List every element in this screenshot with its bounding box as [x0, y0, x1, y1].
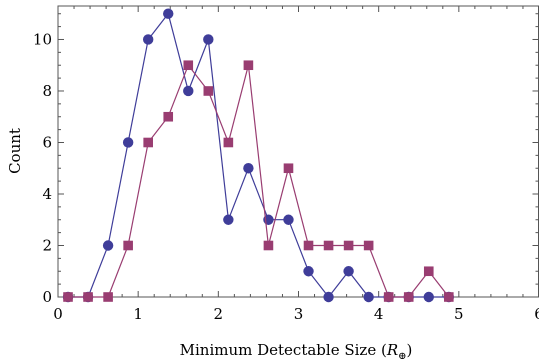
square-marker — [63, 292, 73, 302]
square-marker — [263, 240, 274, 251]
circle-marker — [183, 85, 194, 97]
circle-marker — [203, 34, 214, 45]
square-marker — [303, 240, 314, 251]
square-marker — [83, 292, 93, 302]
y-tick-label: 4 — [42, 185, 52, 203]
x-axis-title-symbol: R — [386, 341, 398, 359]
tick-labels: 0 1 2 3 4 5 6 0 2 4 6 8 10 — [33, 30, 539, 323]
square-marker — [163, 111, 174, 122]
plot-frame — [57, 5, 539, 298]
x-axis-title-suffix: ) — [407, 341, 413, 359]
circle-marker — [102, 240, 114, 251]
x-tick-label: 3 — [294, 305, 304, 323]
square-marker — [143, 137, 153, 148]
x-tick-label: 4 — [374, 305, 384, 323]
x-axis-title-subscript: ⊕ — [398, 351, 406, 360]
circle-marker — [343, 266, 354, 277]
square-marker — [283, 163, 294, 174]
square-marker — [123, 240, 133, 251]
square-marker — [444, 292, 454, 302]
circle-marker — [283, 214, 294, 225]
circle-marker — [243, 163, 254, 174]
square-marker — [363, 240, 374, 251]
series-1 — [63, 60, 454, 302]
x-tick-label: 1 — [133, 305, 143, 323]
x-tick-label: 6 — [534, 305, 539, 323]
x-axis-title: Minimum Detectable Size (R⊕) — [180, 341, 413, 360]
x-tick-label: 0 — [53, 305, 63, 323]
square-marker — [423, 266, 434, 277]
y-axis-title: Count — [6, 128, 24, 174]
square-marker — [183, 60, 194, 71]
x-tick-label: 5 — [454, 305, 464, 323]
circle-marker — [163, 8, 174, 19]
circle-marker — [142, 34, 154, 45]
y-tick-label: 10 — [33, 30, 52, 48]
series-0 — [62, 8, 455, 303]
square-marker — [223, 137, 234, 148]
circle-marker — [223, 214, 234, 225]
square-marker — [323, 240, 334, 251]
series-line — [68, 63, 450, 298]
circle-marker — [423, 291, 434, 303]
x-axis-title-text: Minimum Detectable Size ( — [180, 341, 387, 359]
x-tick-label: 2 — [214, 305, 224, 323]
square-marker — [383, 292, 394, 302]
axes — [57, 5, 539, 298]
square-marker — [403, 292, 414, 302]
circle-marker — [303, 266, 314, 277]
square-marker — [243, 60, 254, 71]
y-tick-label: 2 — [42, 236, 52, 254]
y-tick-label: 8 — [42, 82, 52, 100]
y-tick-label: 6 — [42, 133, 52, 151]
circle-marker — [122, 137, 134, 148]
square-marker — [103, 292, 113, 302]
circle-marker — [363, 291, 374, 303]
square-marker — [203, 86, 214, 96]
square-marker — [343, 240, 354, 251]
y-tick-label: 0 — [42, 288, 52, 306]
circle-marker — [323, 291, 334, 303]
data-series — [62, 8, 455, 303]
